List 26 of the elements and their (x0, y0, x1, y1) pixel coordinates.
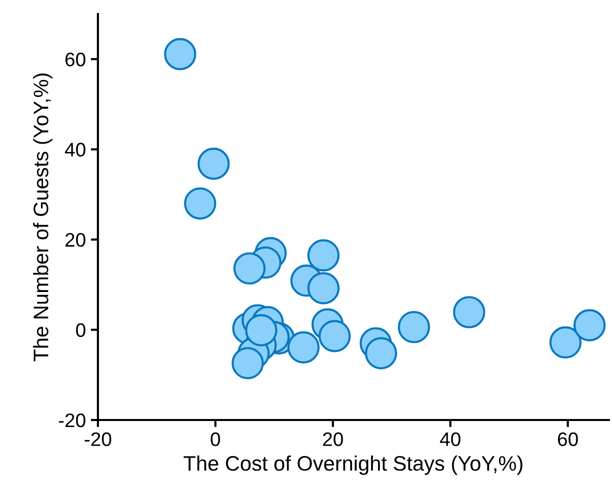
x-tick-label: 60 (558, 432, 578, 446)
x-tick-label: 40 (440, 432, 460, 446)
y-tick-label: 0 (76, 323, 86, 338)
point (398, 310, 430, 344)
point (198, 148, 230, 180)
x-tick-label: 20 (323, 432, 343, 446)
point (232, 347, 264, 380)
x-tick-label: 0 (210, 432, 220, 446)
y-tick-label: -20 (58, 413, 86, 428)
x-tick-label: -20 (84, 432, 112, 446)
point (307, 272, 340, 304)
y-axis-title: The Number of Guests (YoY,%) (33, 74, 52, 362)
point (184, 187, 216, 220)
point (453, 296, 486, 328)
point (287, 331, 320, 364)
x-axis-title: The Cost of Overnight Stays (YoY,%) (184, 455, 522, 475)
y-tick-label: 60 (65, 52, 86, 66)
point (573, 309, 606, 342)
point (549, 326, 582, 359)
point (307, 239, 340, 272)
point (364, 337, 398, 370)
point (233, 252, 266, 285)
point (318, 320, 351, 352)
y-tick-label: 20 (65, 233, 86, 247)
y-tick-label: 40 (64, 142, 86, 157)
point (164, 38, 196, 70)
